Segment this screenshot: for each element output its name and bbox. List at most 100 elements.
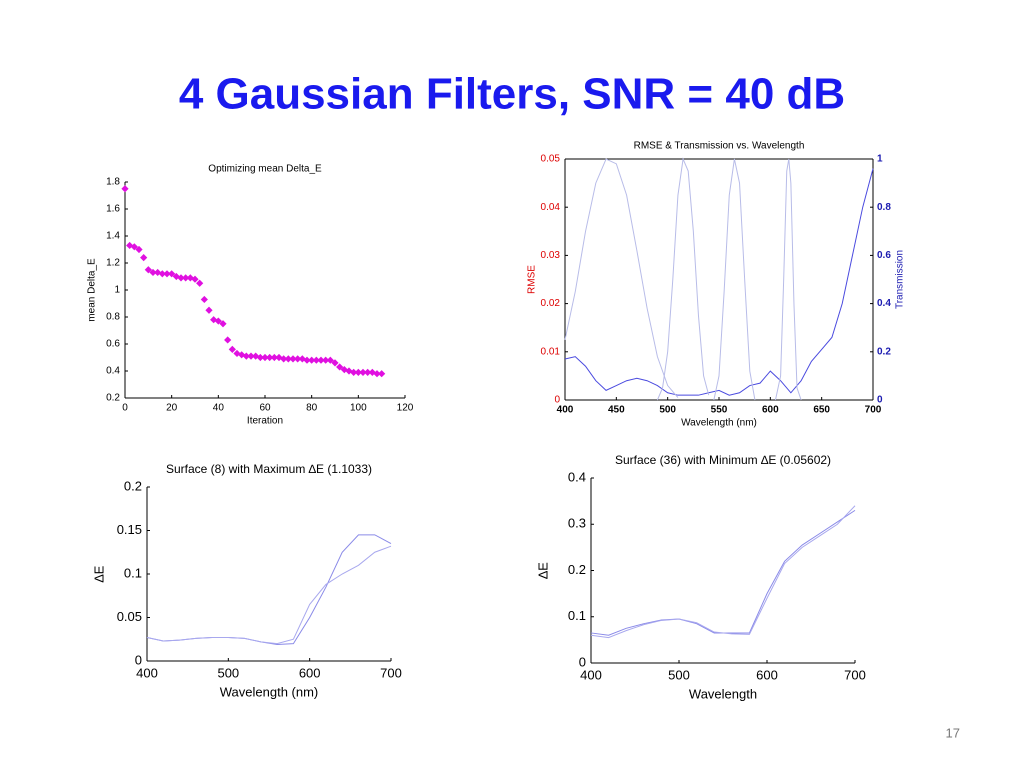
data-line <box>564 158 679 398</box>
x-tick-label: 500 <box>217 665 239 680</box>
y-tick-label: 0.4 <box>106 366 120 377</box>
y-tick-label: 0.4 <box>568 469 586 484</box>
x-tick-label: 400 <box>580 667 602 682</box>
data-point <box>149 268 157 277</box>
y-tick-label: 0 <box>554 395 560 406</box>
data-line <box>564 168 874 396</box>
y2-tick-label: 0.4 <box>877 298 891 309</box>
data-point <box>135 245 143 254</box>
data-point <box>326 356 334 364</box>
slide-title: 4 Gaussian Filters, SNR = 40 dB <box>179 70 845 119</box>
data-point <box>191 275 199 283</box>
x-tick-label: 500 <box>668 667 690 682</box>
x-tick-label: 500 <box>659 405 676 416</box>
x-tick-label: 550 <box>711 405 728 416</box>
chart-title: Surface (36) with Minimum ∆E (0.05602) <box>615 453 831 467</box>
data-point <box>350 368 358 376</box>
x-tick-label: 0 <box>122 403 128 414</box>
x-tick-label: 650 <box>813 405 830 416</box>
y-tick-label: 0.01 <box>541 346 561 357</box>
data-point <box>130 243 138 251</box>
data-point <box>373 370 381 378</box>
x-tick-label: 60 <box>259 403 271 414</box>
data-point <box>168 270 176 278</box>
y-tick-label: 0.2 <box>106 393 120 404</box>
y2-tick-label: 0.2 <box>877 346 891 357</box>
data-line <box>146 534 392 645</box>
y-tick-label: 0.1 <box>568 608 586 623</box>
x-tick-label: 600 <box>762 405 779 416</box>
data-point <box>284 355 292 363</box>
y-tick-label: 0 <box>579 654 586 669</box>
y-tick-label: 1.4 <box>106 231 120 242</box>
data-point <box>364 368 372 376</box>
data-point <box>238 351 246 359</box>
data-point <box>200 295 208 304</box>
y-axis-label: mean Delta_E <box>87 258 98 322</box>
y-tick-label: 0.2 <box>568 562 586 577</box>
x-tick-label: 700 <box>865 405 882 416</box>
data-point <box>312 356 320 364</box>
data-point <box>242 352 250 360</box>
data-point <box>270 353 278 362</box>
data-point <box>177 274 185 282</box>
y2-tick-label: 0.6 <box>877 250 891 261</box>
x-tick-label: 400 <box>136 665 158 680</box>
data-point <box>196 279 204 287</box>
data-point <box>261 353 269 362</box>
data-point <box>266 353 274 362</box>
x-axis-label: Wavelength <box>689 686 757 701</box>
data-point <box>368 368 376 376</box>
x-axis-label: Wavelength (nm) <box>681 418 757 429</box>
y-axis-label: ∆E <box>535 562 550 579</box>
y-tick-label: 0 <box>135 652 142 667</box>
data-point <box>340 366 348 374</box>
chart-title: Surface (8) with Maximum ∆E (1.1033) <box>166 462 372 476</box>
y-tick-label: 0.05 <box>117 609 142 624</box>
x-tick-label: 450 <box>608 405 625 416</box>
data-point <box>182 274 190 282</box>
x-tick-label: 700 <box>844 667 866 682</box>
x-tick-label: 80 <box>306 403 318 414</box>
data-point <box>336 363 344 371</box>
y2-tick-label: 0.8 <box>877 202 891 213</box>
data-line <box>656 157 710 401</box>
data-point <box>219 320 227 328</box>
y-axis-label: ∆E <box>91 565 106 582</box>
y-tick-label: 0.04 <box>541 202 561 213</box>
data-point <box>186 274 194 282</box>
data-point <box>359 368 367 376</box>
chart-title: Optimizing mean Delta_E <box>208 164 322 175</box>
data-point <box>247 352 255 360</box>
data-line <box>590 505 856 639</box>
data-line <box>713 158 756 401</box>
data-line <box>590 509 856 636</box>
x-tick-label: 120 <box>397 403 414 414</box>
data-point <box>378 370 386 378</box>
y-tick-label: 0.02 <box>541 298 561 309</box>
data-point <box>308 356 316 364</box>
y-tick-label: 1.2 <box>106 258 120 269</box>
y-tick-label: 0.8 <box>106 312 120 323</box>
x-tick-label: 700 <box>380 665 402 680</box>
y-tick-label: 0.6 <box>106 339 120 350</box>
x-axis-label: Iteration <box>247 416 283 427</box>
y-tick-label: 0.2 <box>124 478 142 493</box>
data-point <box>354 368 362 376</box>
y2-tick-label: 1 <box>877 154 883 165</box>
y-tick-label: 0.15 <box>117 522 142 537</box>
y-tick-label: 1.6 <box>106 204 120 215</box>
y-tick-label: 0.1 <box>124 565 142 580</box>
data-point <box>317 356 325 364</box>
y-tick-label: 0.05 <box>541 154 561 165</box>
data-line <box>146 545 392 645</box>
data-point <box>144 266 152 274</box>
data-point <box>140 254 148 262</box>
data-point <box>158 270 166 278</box>
data-point <box>228 345 236 353</box>
x-axis-label: Wavelength (nm) <box>220 684 319 699</box>
y-tick-label: 0.03 <box>541 250 561 261</box>
data-point <box>298 355 306 363</box>
y-tick-label: 0.3 <box>568 516 586 531</box>
data-point <box>303 356 311 364</box>
